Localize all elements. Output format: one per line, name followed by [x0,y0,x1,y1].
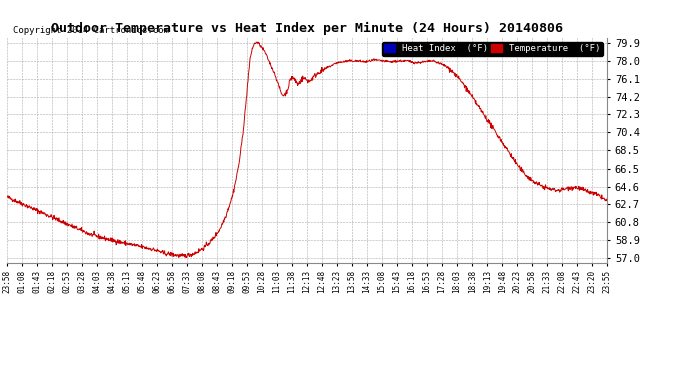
Legend: Heat Index  (°F), Temperature  (°F): Heat Index (°F), Temperature (°F) [382,42,602,56]
Text: Copyright 2014 Cartronics.com: Copyright 2014 Cartronics.com [13,26,169,35]
Title: Outdoor Temperature vs Heat Index per Minute (24 Hours) 20140806: Outdoor Temperature vs Heat Index per Mi… [51,22,563,35]
